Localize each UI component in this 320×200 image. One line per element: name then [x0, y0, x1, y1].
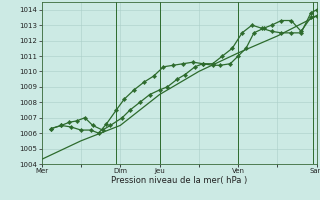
- X-axis label: Pression niveau de la mer( hPa ): Pression niveau de la mer( hPa ): [111, 176, 247, 185]
